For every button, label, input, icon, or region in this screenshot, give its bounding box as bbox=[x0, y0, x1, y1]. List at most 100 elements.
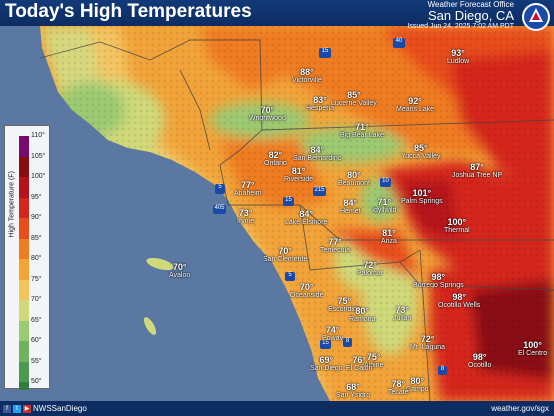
legend-tick: 80° bbox=[31, 255, 42, 262]
place-temp: 76° bbox=[352, 355, 367, 365]
legend-tick: 90° bbox=[31, 214, 42, 221]
place-label: 80° Ramona bbox=[349, 306, 375, 323]
temperature-legend: High Temperature (F) 110° 105° 100° 95° 90° 8… bbox=[4, 125, 50, 390]
place-temp: 81° bbox=[382, 228, 396, 238]
place-temp: 100° bbox=[447, 217, 467, 227]
place-label: 87° Joshua Tree NP bbox=[452, 162, 502, 179]
place-temp: 70° bbox=[299, 282, 314, 292]
place-temp: 98° bbox=[431, 272, 446, 282]
place-temp: 93° bbox=[451, 48, 465, 58]
place-label: 73° Irvine bbox=[237, 208, 254, 225]
place-temp: 98° bbox=[452, 292, 466, 302]
nws-logo-icon bbox=[522, 3, 550, 31]
legend-swatch bbox=[19, 279, 29, 300]
place-name: Wrightwood bbox=[249, 115, 286, 122]
place-temp: 83° bbox=[313, 95, 327, 105]
place-label: 85° Yucca Valley bbox=[401, 143, 441, 160]
place-label: 71° Idyllwild bbox=[372, 197, 397, 214]
twitter-icon[interactable]: t bbox=[13, 404, 21, 413]
place-temp: 74° bbox=[325, 325, 340, 335]
place-name: Escondido bbox=[328, 306, 361, 313]
place-temp: 101° bbox=[412, 188, 432, 198]
place-temp: 82° bbox=[268, 150, 283, 160]
legend-tick: 70° bbox=[31, 296, 42, 303]
facebook-icon[interactable]: f bbox=[3, 404, 11, 413]
legend-swatch bbox=[19, 320, 29, 341]
place-label: 70° Avalon bbox=[169, 262, 190, 279]
place-temp: 70° bbox=[172, 262, 187, 272]
footer-url[interactable]: weather.gov/sgx bbox=[491, 404, 549, 413]
place-name: San Diego bbox=[310, 365, 343, 372]
place-temp: 100° bbox=[523, 340, 542, 350]
county-lines bbox=[39, 39, 554, 402]
highway-215-shield: 215 bbox=[313, 187, 326, 196]
highway-8-shield-2: 8 bbox=[438, 366, 447, 375]
youtube-icon[interactable]: ▶ bbox=[23, 404, 31, 413]
legend-swatch bbox=[19, 156, 29, 177]
place-name: El Centro bbox=[518, 350, 548, 357]
place-temp: 71° bbox=[377, 197, 392, 207]
social-handle[interactable]: NWSSanDiego bbox=[33, 404, 87, 413]
place-temp: 87° bbox=[470, 162, 484, 172]
place-label: 80° Beaumont bbox=[338, 170, 370, 187]
place-name: Temecula bbox=[320, 247, 350, 254]
place-name: Campo bbox=[406, 386, 429, 393]
place-label: 70° Wrightwood bbox=[249, 105, 286, 122]
place-name: El Cajon bbox=[346, 365, 373, 372]
place-label: 83° Hesperia bbox=[306, 95, 334, 112]
place-label: 100° El Centro bbox=[518, 340, 547, 357]
place-name: Tecate bbox=[388, 389, 409, 396]
place-name: Joshua Tree NP bbox=[452, 172, 503, 179]
page-title: Today's High Temperatures bbox=[5, 1, 252, 22]
place-temp: 70° bbox=[260, 105, 275, 115]
place-name: Thermal bbox=[444, 227, 470, 234]
place-name: Riverside bbox=[284, 176, 314, 183]
place-temp: 77° bbox=[241, 180, 255, 190]
place-label: 93° Ludlow bbox=[447, 48, 469, 65]
place-label: 73° Julian bbox=[393, 305, 411, 322]
legend-swatch bbox=[19, 177, 29, 198]
place-temp: 75° bbox=[366, 352, 381, 362]
place-temp: 70° bbox=[278, 246, 292, 256]
place-temp: 80° bbox=[347, 170, 361, 180]
place-temp: 81° bbox=[291, 166, 306, 176]
place-name: Lake Elsinore bbox=[285, 219, 328, 226]
place-name: Julian bbox=[393, 315, 412, 322]
highway-5-shield-2: 5 bbox=[285, 272, 295, 281]
place-temp: 73° bbox=[395, 305, 409, 315]
office-name: San Diego, CA bbox=[428, 8, 514, 24]
place-name: Hesperia bbox=[306, 105, 335, 112]
place-name: Borrego Springs bbox=[413, 282, 464, 289]
highway-40-shield: 40 bbox=[393, 38, 405, 48]
legend-tick: 100° bbox=[31, 173, 46, 180]
place-name: Ocotillo bbox=[468, 362, 492, 369]
footer-bar: f t ▶ NWSSanDiego weather.gov/sgx bbox=[0, 401, 554, 416]
place-label: 84° Lake Elsinore bbox=[285, 209, 327, 226]
place-name: Alpine bbox=[364, 362, 384, 369]
place-label: 98° Ocotillo bbox=[468, 352, 491, 369]
legend-swatch bbox=[19, 218, 29, 239]
place-temp: 85° bbox=[347, 90, 361, 100]
legend-title: High Temperature (F) bbox=[8, 171, 16, 238]
place-label: 75° Escondido bbox=[328, 296, 361, 313]
legend-swatch bbox=[19, 136, 29, 157]
place-label: 92° Means Lake bbox=[396, 96, 434, 113]
place-temp: 69° bbox=[319, 355, 334, 365]
place-label: 69° San Diego bbox=[310, 355, 343, 372]
place-temp: 85° bbox=[413, 143, 428, 153]
san-clemente-island bbox=[143, 317, 157, 335]
place-label: 84° Hemet bbox=[340, 198, 361, 215]
place-name: Palm Springs bbox=[401, 198, 443, 205]
place-label: 77° Anaheim bbox=[234, 180, 262, 197]
place-label: 81° Anza bbox=[381, 228, 397, 245]
office-block: Weather Forecast Office San Diego, CA Is… bbox=[407, 0, 514, 30]
legend-tick: 95° bbox=[31, 193, 42, 201]
place-temp: 78° bbox=[391, 379, 406, 389]
highway-15-shield-3: 15 bbox=[320, 340, 331, 349]
place-temp: 98° bbox=[472, 352, 487, 362]
place-name: Poway bbox=[322, 335, 344, 342]
place-name: Yucca Valley bbox=[401, 153, 441, 160]
place-name: Anaheim bbox=[234, 190, 262, 197]
legend-tick: 65° bbox=[31, 316, 42, 324]
place-label: 78° Tecate bbox=[388, 379, 409, 396]
